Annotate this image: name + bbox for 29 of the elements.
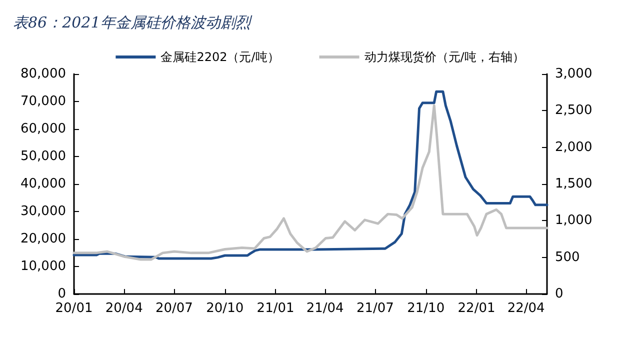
chart-title: 表86：2021年金属硅价格波动剧烈 [13,14,252,32]
y2-tick-label: 3,000 [555,66,592,82]
x-tick-label: 21/01 [256,301,294,316]
y-tick-label: 0 [58,286,66,302]
x-tick-label: 20/01 [55,301,93,316]
y-tick-label: 20,000 [20,232,66,246]
y2-tick-label: 2,000 [555,140,592,155]
y2-tick-label: 0 [555,286,564,302]
x-tick-label: 21/07 [356,301,394,316]
y-tick-label: 30,000 [20,204,66,219]
y-tick-label: 70,000 [20,94,66,109]
x-tick-label: 21/04 [306,301,344,316]
x-tick-label: 20/07 [155,301,193,316]
x-tick-label: 20/10 [206,301,244,316]
y-tick-label: 80,000 [20,66,66,82]
legend-label: 金属硅2202（元/吨） [160,50,280,64]
y-tick-label: 10,000 [20,259,66,274]
x-tick-label: 22/04 [507,301,545,316]
y-tick-label: 40,000 [20,176,66,192]
y-tick-label: 50,000 [20,149,66,164]
legend-label: 动力煤现货价（元/吨，右轴） [364,50,524,64]
x-tick-label: 21/10 [407,301,445,316]
y-tick-label: 60,000 [20,122,66,136]
y2-tick-label: 2,500 [555,103,592,118]
x-tick-label: 20/04 [105,301,143,316]
y2-tick-label: 1,500 [555,176,592,192]
x-tick-label: 22/01 [458,301,496,316]
y2-tick-label: 500 [555,250,580,265]
y2-tick-label: 1,000 [555,213,592,228]
